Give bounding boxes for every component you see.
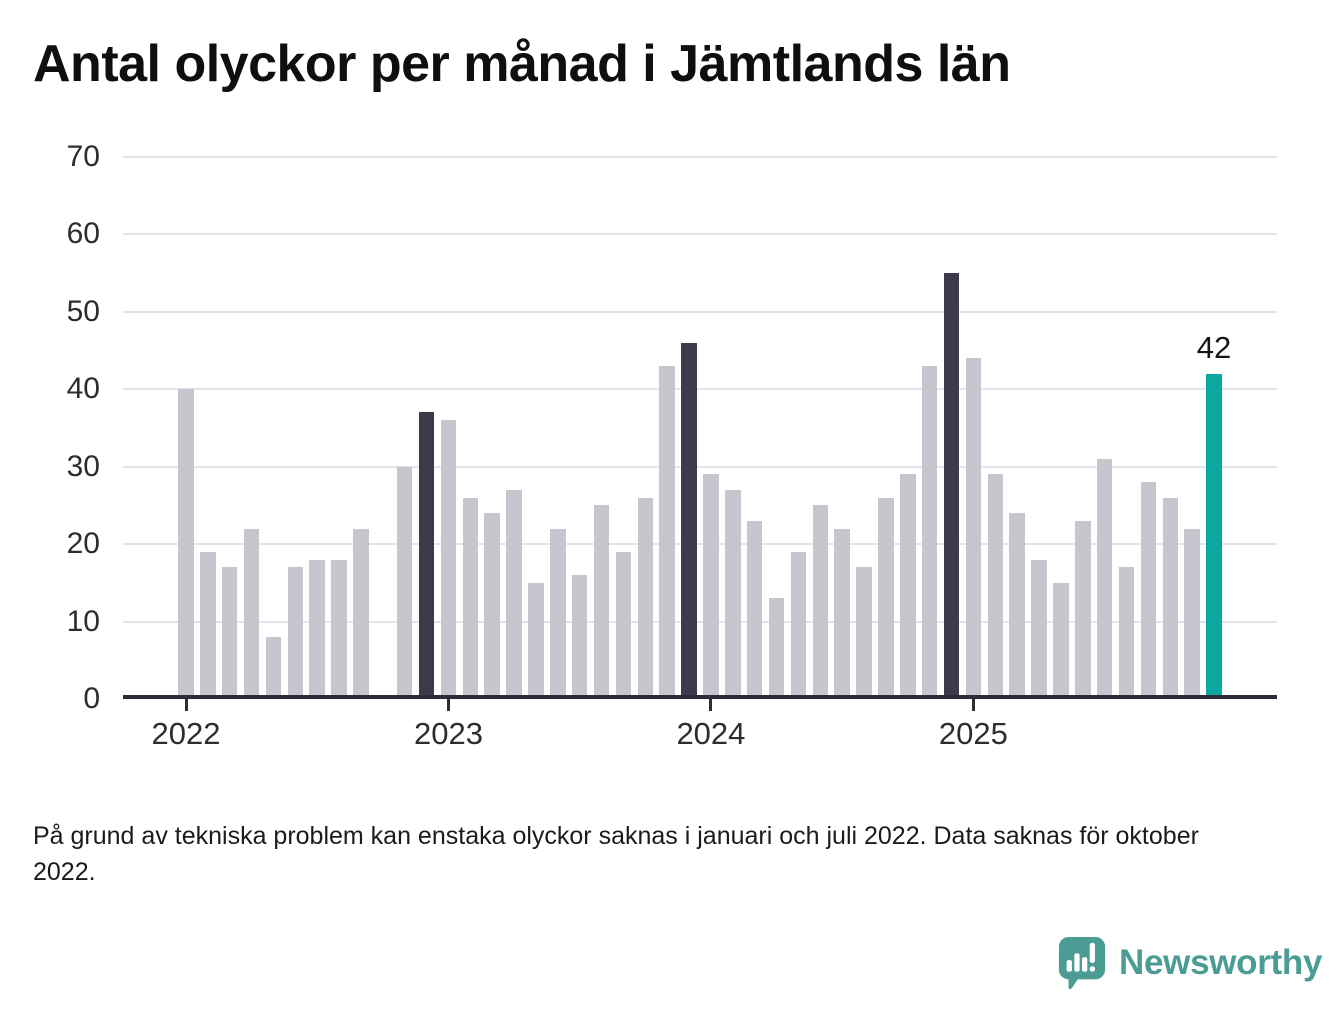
bar-2022-08 (331, 559, 347, 699)
bar-2023-05 (528, 582, 544, 699)
y-tick-label-70: 70 (66, 139, 100, 173)
bar-2023-01 (440, 420, 457, 699)
x-axis-line (123, 695, 1277, 699)
bar-2023-03 (484, 513, 500, 699)
year-tick-label-2024: 2024 (676, 716, 746, 751)
bar-2023-12 (681, 342, 697, 699)
gridline-40 (123, 388, 1277, 390)
bar-2024-11 (921, 365, 938, 699)
bar-2022-06 (287, 567, 304, 699)
bar-2025-09 (1140, 482, 1157, 699)
year-tick-label-2023: 2023 (413, 716, 483, 751)
newsworthy-logo-text: Newsworthy (1119, 943, 1323, 982)
bar-2024-03 (746, 520, 763, 699)
bar-2025-04 (1031, 559, 1047, 699)
bar-2022-09 (353, 528, 369, 699)
year-tick-mark-2023 (446, 699, 450, 711)
bar-2025-07 (1096, 458, 1113, 699)
bar-2023-02 (462, 497, 479, 699)
year-tick-mark-2022 (184, 699, 188, 711)
bar-2023-08 (593, 505, 610, 699)
bar-2022-03 (221, 567, 238, 699)
y-tick-label-50: 50 (66, 294, 100, 328)
bar-2022-01 (178, 389, 194, 699)
bar-2025-06 (1075, 520, 1091, 699)
bar-2025-01 (965, 358, 982, 699)
bar-2023-09 (615, 551, 632, 699)
y-tick-label-30: 30 (66, 449, 100, 483)
bar-2023-07 (571, 575, 588, 699)
bar-2025-10 (1162, 497, 1178, 699)
bar-2023-06 (550, 528, 566, 699)
bar-2022-11 (396, 466, 413, 699)
bar-2022-02 (200, 551, 216, 699)
bar-2024-08 (856, 567, 872, 699)
gridline-30 (123, 465, 1277, 468)
bar-2024-12 (943, 272, 960, 699)
bar-2022-12 (418, 412, 435, 699)
bar-value-label: 42 (1196, 329, 1232, 365)
bar-2024-09 (878, 497, 894, 699)
gridline-10 (123, 620, 1277, 623)
bar-2023-04 (506, 489, 522, 699)
bar-2025-12 (1206, 373, 1222, 699)
y-tick-label-40: 40 (66, 372, 100, 405)
bar-2024-10 (900, 474, 916, 699)
newsworthy-logo: Newsworthy (1057, 934, 1322, 992)
bar-2024-04 (768, 598, 785, 699)
year-tick-label-2025: 2025 (938, 716, 1008, 751)
gridline-70 (123, 155, 1277, 158)
bar-2025-11 (1184, 528, 1200, 699)
bar-2022-07 (309, 559, 325, 699)
year-tick-mark-2024 (709, 699, 713, 711)
bar-2025-08 (1118, 567, 1135, 699)
bar-2024-02 (725, 489, 741, 699)
y-tick-label-60: 60 (66, 217, 100, 250)
bar-2024-01 (703, 474, 719, 699)
bar-2022-04 (243, 528, 260, 699)
bar-2023-10 (637, 497, 654, 699)
bar-2022-05 (265, 637, 282, 699)
y-tick-label-0: 0 (83, 682, 100, 715)
gridline-20 (123, 543, 1277, 545)
bar-2024-06 (812, 505, 829, 699)
bar-2025-02 (987, 474, 1004, 699)
y-tick-label-10: 10 (66, 604, 100, 638)
footnote: På grund av tekniska problem kan enstaka… (33, 822, 1199, 886)
gridline-50 (123, 310, 1277, 313)
bar-2024-07 (834, 528, 850, 699)
year-tick-label-2022: 2022 (151, 716, 221, 751)
year-tick-mark-2025 (971, 699, 975, 711)
bar-2025-05 (1053, 582, 1069, 699)
bar-2023-11 (659, 365, 675, 699)
newsworthy-logo-icon (1058, 937, 1106, 990)
bar-2025-03 (1009, 513, 1025, 699)
bar-2024-05 (790, 551, 807, 699)
y-tick-label-20: 20 (66, 527, 100, 560)
gridline-60 (123, 233, 1277, 235)
plot-area: 0 10 20 30 40 50 60 70 2022 2023 2024 2025 42 (66, 139, 1277, 751)
chart-title: Antal olyckor per månad i Jämtlands län (33, 35, 1011, 93)
